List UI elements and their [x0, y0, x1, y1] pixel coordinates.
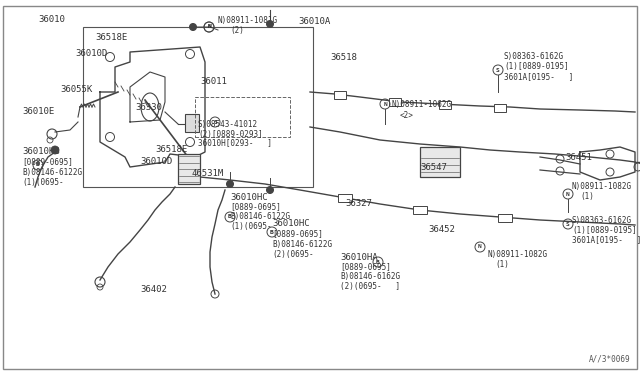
Text: A//3*0069: A//3*0069: [588, 355, 630, 364]
Text: (1)(0695-: (1)(0695-: [22, 177, 63, 186]
Text: 36452: 36452: [428, 225, 455, 234]
Text: 3601A[0195-   ]: 3601A[0195- ]: [572, 235, 640, 244]
Bar: [185, 114, 199, 132]
Text: 36011: 36011: [200, 77, 227, 87]
Text: N: N: [478, 244, 482, 250]
Bar: [413, 206, 427, 214]
Text: N)08911-1062G: N)08911-1062G: [392, 100, 452, 109]
Text: B)08146-6122G: B)08146-6122G: [22, 167, 82, 176]
Text: N)08911-1082G: N)08911-1082G: [487, 250, 547, 259]
Text: [0889-0695]: [0889-0695]: [230, 202, 281, 212]
Text: <2>: <2>: [400, 110, 414, 119]
Text: B: B: [36, 163, 40, 167]
Bar: [389, 98, 401, 106]
Text: S)08363-6162G: S)08363-6162G: [572, 215, 632, 224]
Text: 46531M: 46531M: [192, 170, 224, 179]
Text: N: N: [383, 102, 387, 106]
Bar: [439, 101, 451, 109]
Text: 36518E: 36518E: [95, 32, 127, 42]
Text: (2)[0889-0293]: (2)[0889-0293]: [198, 129, 263, 138]
Text: 36010A: 36010A: [298, 17, 330, 26]
Bar: [338, 194, 352, 202]
Text: 36010HB: 36010HB: [22, 148, 60, 157]
Text: (1): (1): [580, 192, 594, 202]
Bar: [334, 91, 346, 99]
Text: 36518E: 36518E: [155, 145, 188, 154]
Circle shape: [227, 180, 234, 187]
Text: B: B: [270, 230, 274, 234]
Text: (1)(0695-: (1)(0695-: [230, 222, 271, 231]
Text: S)08363-6162G: S)08363-6162G: [504, 52, 564, 61]
Text: [0889-0695]: [0889-0695]: [272, 230, 323, 238]
Text: 36055K: 36055K: [60, 86, 92, 94]
Bar: [494, 104, 506, 112]
Text: B: B: [228, 215, 232, 219]
Circle shape: [51, 147, 58, 154]
Text: (1)[0889-0195]: (1)[0889-0195]: [504, 62, 569, 71]
Text: 36327: 36327: [345, 199, 372, 208]
Text: 36010: 36010: [38, 16, 65, 25]
Text: S)08543-41012: S)08543-41012: [198, 121, 258, 129]
Text: (2)(0695-   ]: (2)(0695- ]: [340, 282, 400, 292]
Text: B: B: [376, 260, 380, 264]
Text: 36010H[0293-   ]: 36010H[0293- ]: [198, 138, 272, 148]
Bar: [420, 147, 460, 177]
Text: B)08146-6122G: B)08146-6122G: [272, 240, 332, 248]
Circle shape: [189, 23, 196, 31]
Text: N: N: [566, 192, 570, 196]
Bar: [83, 27, 313, 187]
Text: 36402: 36402: [140, 285, 167, 295]
Text: 36451: 36451: [565, 153, 592, 161]
Text: 36330: 36330: [135, 103, 162, 112]
Text: 36010D: 36010D: [140, 157, 172, 167]
Bar: [195, 97, 290, 137]
Text: B)08146-6162G: B)08146-6162G: [340, 273, 400, 282]
Text: [0889-0695]: [0889-0695]: [22, 157, 73, 167]
Text: N: N: [207, 25, 211, 29]
Text: N: N: [207, 25, 211, 29]
Text: 36010D: 36010D: [75, 49, 108, 58]
Text: 36010HA: 36010HA: [340, 253, 378, 262]
Text: 36518: 36518: [330, 52, 357, 61]
Text: S: S: [566, 221, 570, 227]
Text: 36010HC: 36010HC: [272, 219, 310, 228]
Text: N)08911-1082G: N)08911-1082G: [572, 183, 632, 192]
Text: S: S: [496, 67, 500, 73]
Text: (2): (2): [230, 26, 244, 35]
Text: (2)(0695-: (2)(0695-: [272, 250, 314, 259]
Text: S: S: [213, 119, 217, 125]
Text: (1): (1): [495, 260, 509, 269]
Text: N)08911-1081G: N)08911-1081G: [218, 16, 278, 25]
Text: 36547: 36547: [420, 163, 447, 171]
Circle shape: [266, 186, 273, 193]
Bar: [178, 154, 200, 184]
Text: [0889-0695]: [0889-0695]: [340, 263, 391, 272]
Text: (1)[0889-0195]: (1)[0889-0195]: [572, 225, 637, 234]
Circle shape: [266, 20, 273, 28]
Text: 3601A[0195-   ]: 3601A[0195- ]: [504, 73, 573, 81]
Bar: [498, 214, 512, 222]
Text: 36010HC: 36010HC: [230, 192, 268, 202]
Text: 36010E: 36010E: [22, 108, 54, 116]
Text: B)08146-6122G: B)08146-6122G: [230, 212, 290, 221]
